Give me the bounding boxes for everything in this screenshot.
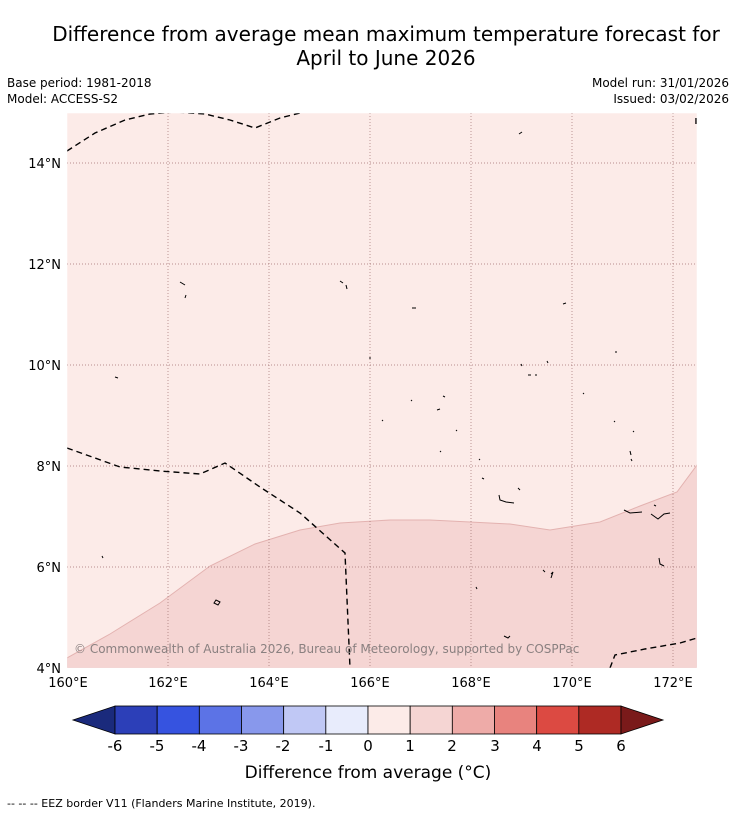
cb-tick-minus-3: -3 [234, 737, 249, 755]
colorbar-segment [494, 705, 538, 735]
colorbar-segment [114, 705, 158, 735]
eez-footnote: -- -- -- EEZ border V11 (Flanders Marine… [7, 797, 316, 810]
colorbar-segment [367, 705, 411, 735]
eez-borders [67, 113, 697, 668]
cb-tick-minus-2: -2 [276, 737, 291, 755]
colorbar-segment [325, 705, 369, 735]
lon-tick-166e: 166°E [350, 676, 390, 691]
issued-date: Issued: 03/02/2026 [613, 92, 729, 106]
map-title: Difference from average mean maximum tem… [20, 22, 736, 70]
colorbar-segment [536, 705, 580, 735]
colorbar-segment [156, 705, 200, 735]
cb-tick-minus-5: -5 [150, 737, 165, 755]
lon-tick-172e: 172°E [653, 676, 693, 691]
cb-tick-3: 3 [490, 737, 500, 755]
cb-tick-4: 4 [532, 737, 542, 755]
colorbar-label: Difference from average (°C) [244, 763, 492, 783]
model-run: Model run: 31/01/2026 [591, 76, 729, 90]
anomaly-zone-1-2 [67, 464, 697, 668]
cb-tick-minus-1: -1 [319, 737, 334, 755]
colorbar-segment [283, 705, 327, 735]
islands [101, 131, 671, 639]
lat-tick-6n: 6°N [37, 561, 62, 576]
cb-tick-0: 0 [363, 737, 373, 755]
cb-tick-1: 1 [405, 737, 415, 755]
lon-tick-162e: 162°E [148, 676, 188, 691]
colorbar-segment [578, 705, 622, 735]
cb-tick-minus-4: -4 [192, 737, 207, 755]
colorbar-segment [241, 705, 285, 735]
graticule [67, 113, 697, 668]
cb-tick-2: 2 [447, 737, 457, 755]
lon-tick-160e: 160°E [48, 676, 88, 691]
base-period: Base period: 1981-2018 [7, 76, 152, 90]
lat-tick-14n: 14°N [28, 157, 61, 172]
cb-tick-5: 5 [574, 737, 584, 755]
lon-tick-170e: 170°E [552, 676, 592, 691]
meta-right: Model run: 31/01/2026 Issued: 03/02/2026 [592, 75, 729, 107]
forecast-map: © Commonwealth of Australia 2026, Bureau… [28, 112, 698, 755]
colorbar-segment [451, 705, 495, 735]
lat-tick-12n: 12°N [28, 258, 61, 273]
lat-tick-8n: 8°N [37, 460, 62, 475]
colorbar [71, 705, 665, 735]
model-name: Model: ACCESS-S2 [7, 92, 119, 106]
cb-tick-minus-6: -6 [108, 737, 123, 755]
lon-tick-168e: 168°E [451, 676, 491, 691]
colorbar-segment [198, 705, 242, 735]
lat-tick-10n: 10°N [28, 359, 61, 374]
map-frame [66, 112, 698, 669]
meta-left: Base period: 1981-2018 Model: ACCESS-S2 [7, 75, 152, 107]
cb-tick-6: 6 [616, 737, 626, 755]
title-line-1: Difference from average mean maximum tem… [52, 22, 720, 46]
lon-tick-164e: 164°E [249, 676, 289, 691]
copyright-text: © Commonwealth of Australia 2026, Bureau… [74, 642, 579, 656]
lat-tick-4n: 4°N [37, 662, 62, 677]
title-line-2: April to June 2026 [296, 46, 476, 70]
colorbar-extend-high [620, 705, 665, 735]
colorbar-extend-low [71, 705, 116, 735]
colorbar-segment [409, 705, 453, 735]
